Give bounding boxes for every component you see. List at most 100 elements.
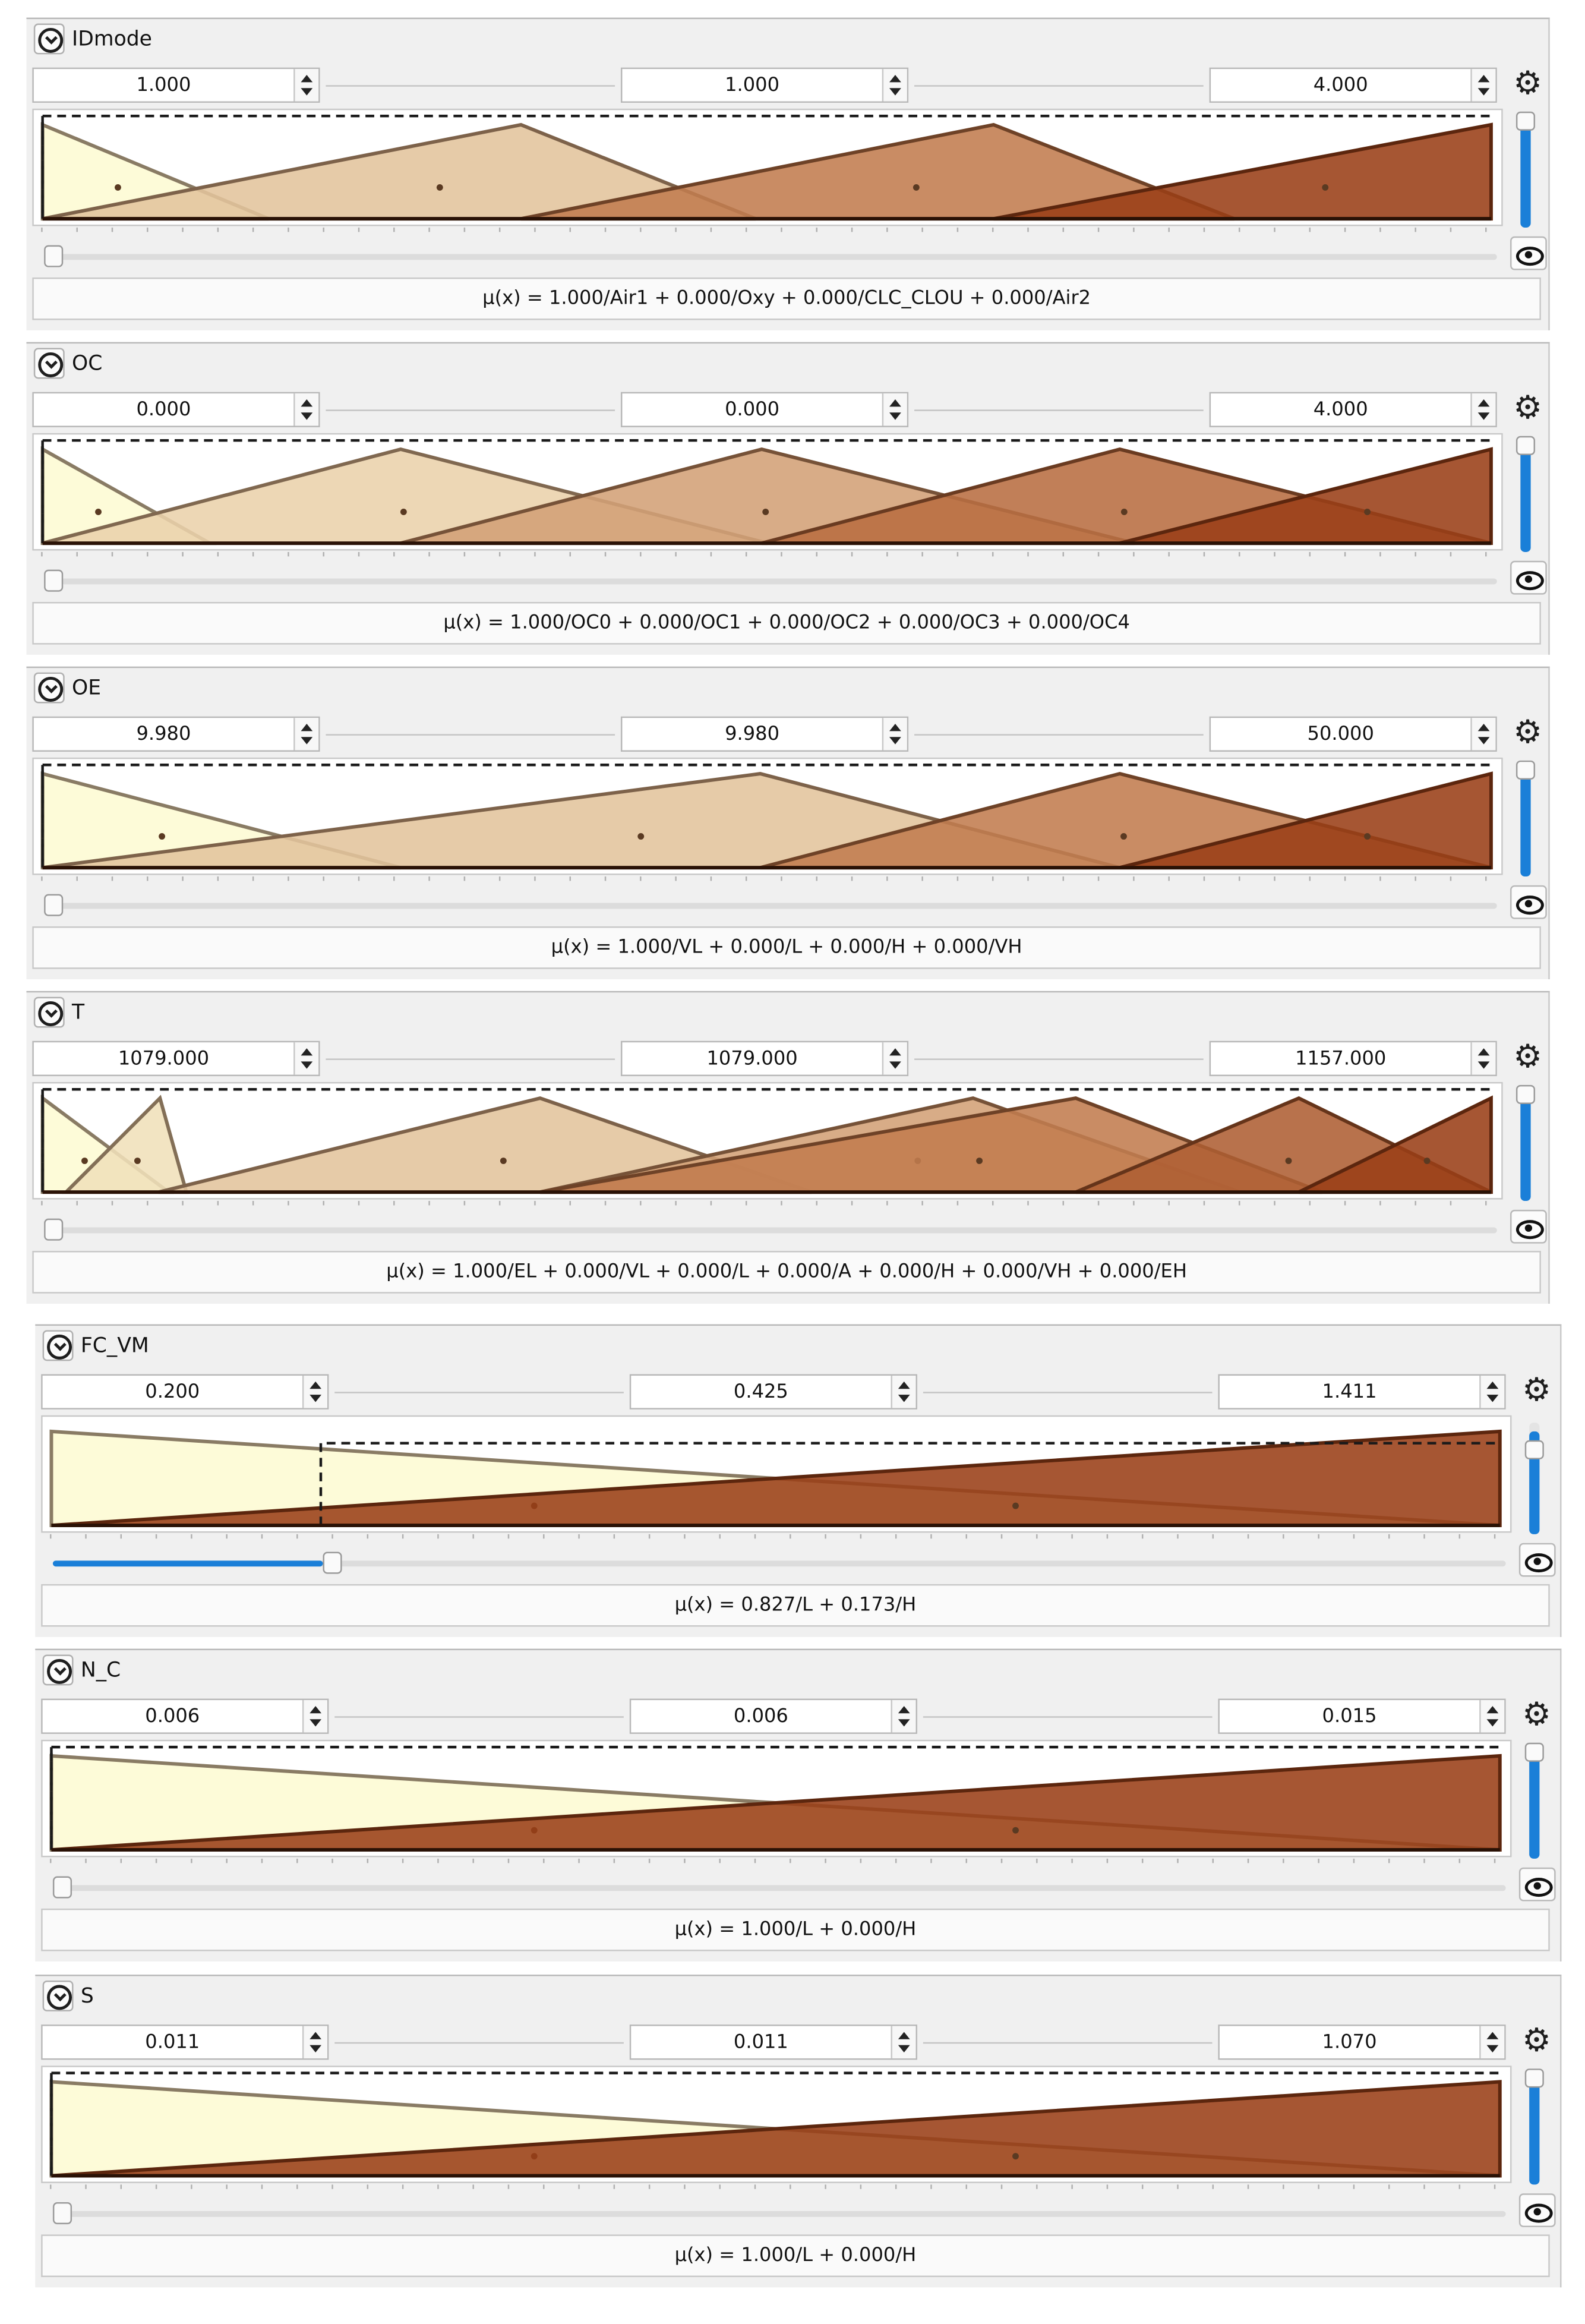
- alpha-cut-handle[interactable]: [1524, 2068, 1544, 2088]
- value-slider-handle[interactable]: [323, 1552, 342, 1574]
- gear-icon[interactable]: ⚙: [1522, 1373, 1551, 1409]
- spin-arrows-icon[interactable]: [891, 1376, 916, 1408]
- gear-icon[interactable]: ⚙: [1513, 66, 1543, 103]
- alpha-cut-slider[interactable]: [1515, 436, 1536, 552]
- spin-arrows-icon[interactable]: [293, 1042, 319, 1075]
- min-value-spinbox[interactable]: 0.006: [41, 1698, 329, 1734]
- spin-arrows-icon[interactable]: [882, 393, 907, 426]
- spin-arrows-icon[interactable]: [1479, 2026, 1505, 2058]
- visibility-toggle-button[interactable]: [1510, 236, 1547, 270]
- collapse-button[interactable]: [33, 997, 65, 1028]
- spin-arrows-icon[interactable]: [1470, 393, 1496, 426]
- spin-arrows-icon[interactable]: [293, 69, 319, 102]
- alpha-cut-slider[interactable]: [1515, 111, 1536, 228]
- value-slider-handle[interactable]: [44, 894, 64, 916]
- current-value-spinbox[interactable]: 1079.000: [620, 1040, 909, 1077]
- tick-mark: [437, 1534, 439, 1539]
- tick-mark: [543, 1534, 545, 1539]
- min-value-spinbox[interactable]: 1.000: [32, 67, 320, 103]
- min-value-spinbox[interactable]: 0.011: [41, 2025, 329, 2060]
- spin-arrows-icon[interactable]: [293, 393, 319, 426]
- max-value-spinbox[interactable]: 1.411: [1218, 1374, 1506, 1409]
- gear-icon[interactable]: ⚙: [1522, 2023, 1551, 2060]
- spin-arrows-icon[interactable]: [1470, 69, 1496, 102]
- collapse-button[interactable]: [42, 1980, 74, 2011]
- spin-arrows-icon[interactable]: [882, 1042, 907, 1075]
- spin-arrows-icon[interactable]: [302, 2026, 327, 2058]
- alpha-cut-slider[interactable]: [1524, 1423, 1544, 1534]
- gear-icon[interactable]: ⚙: [1513, 1039, 1543, 1077]
- alpha-cut-slider[interactable]: [1515, 760, 1536, 877]
- alpha-cut-handle[interactable]: [1524, 1440, 1544, 1459]
- spin-arrows-icon[interactable]: [882, 718, 907, 751]
- collapse-button[interactable]: [42, 1654, 74, 1686]
- collapse-button[interactable]: [33, 672, 65, 704]
- gear-icon[interactable]: ⚙: [1513, 715, 1543, 752]
- spin-arrows-icon[interactable]: [302, 1376, 327, 1408]
- collapse-button[interactable]: [33, 23, 65, 55]
- alpha-cut-handle[interactable]: [1515, 111, 1536, 131]
- spin-arrows-icon[interactable]: [1470, 718, 1496, 751]
- current-value-spinbox[interactable]: 0.425: [629, 1374, 917, 1409]
- max-value-spinbox[interactable]: 1157.000: [1209, 1040, 1497, 1077]
- value-slider-handle[interactable]: [44, 1218, 64, 1241]
- visibility-toggle-button[interactable]: [1518, 2193, 1556, 2228]
- current-value-spinbox[interactable]: 1.000: [620, 67, 909, 103]
- alpha-cut-handle[interactable]: [1515, 760, 1536, 780]
- collapse-button[interactable]: [33, 348, 65, 379]
- alpha-cut-fill: [1529, 2082, 1540, 2185]
- visibility-toggle-button[interactable]: [1510, 1209, 1547, 1244]
- value-slider[interactable]: [44, 245, 1497, 267]
- tick-mark: [860, 2184, 862, 2189]
- value-slider-handle[interactable]: [44, 569, 64, 592]
- gear-icon[interactable]: ⚙: [1522, 1697, 1551, 1734]
- current-value: 0.425: [733, 1381, 788, 1404]
- current-value-spinbox[interactable]: 0.006: [629, 1698, 917, 1734]
- alpha-cut-handle[interactable]: [1515, 436, 1536, 455]
- max-value-spinbox[interactable]: 0.015: [1218, 1698, 1506, 1734]
- current-value-spinbox[interactable]: 0.011: [629, 2025, 917, 2060]
- tick-mark: [1283, 1858, 1284, 1863]
- max-value-spinbox[interactable]: 1.070: [1218, 2025, 1506, 2060]
- spin-arrows-icon[interactable]: [1479, 1700, 1505, 1733]
- variable-name: IDmode: [72, 27, 152, 52]
- spin-arrows-icon[interactable]: [302, 1700, 327, 1733]
- alpha-cut-handle[interactable]: [1515, 1084, 1536, 1104]
- spin-arrows-icon[interactable]: [293, 718, 319, 751]
- value-slider[interactable]: [52, 1876, 1506, 1899]
- visibility-toggle-button[interactable]: [1518, 1543, 1556, 1577]
- visibility-toggle-button[interactable]: [1510, 560, 1547, 595]
- visibility-toggle-button[interactable]: [1518, 1867, 1556, 1902]
- spin-arrows-icon[interactable]: [1479, 1376, 1505, 1408]
- value-slider[interactable]: [44, 894, 1497, 916]
- alpha-cut-slider[interactable]: [1515, 1084, 1536, 1202]
- alpha-cut-slider[interactable]: [1524, 1742, 1544, 1859]
- tick-mark: [956, 876, 959, 881]
- value-slider-handle[interactable]: [52, 2202, 72, 2225]
- visibility-toggle-button[interactable]: [1510, 885, 1547, 919]
- min-value-spinbox[interactable]: 0.000: [32, 392, 320, 427]
- spin-arrows-icon[interactable]: [891, 2026, 916, 2058]
- max-value-spinbox[interactable]: 4.000: [1209, 67, 1497, 103]
- min-value-spinbox[interactable]: 9.980: [32, 716, 320, 752]
- variable-panel-t: T 1079.000 1079.000 1157.000 ⚙: [26, 991, 1550, 1304]
- spin-arrows-icon[interactable]: [882, 69, 907, 102]
- current-value-spinbox[interactable]: 9.980: [620, 716, 909, 752]
- value-slider[interactable]: [52, 1552, 1506, 1574]
- alpha-cut-handle[interactable]: [1524, 1742, 1544, 1762]
- max-value-spinbox[interactable]: 50.000: [1209, 716, 1497, 752]
- spin-arrows-icon[interactable]: [1470, 1042, 1496, 1075]
- spin-arrows-icon[interactable]: [891, 1700, 916, 1733]
- alpha-cut-slider[interactable]: [1524, 2068, 1544, 2185]
- value-slider[interactable]: [52, 2202, 1506, 2225]
- min-value-spinbox[interactable]: 0.200: [41, 1374, 329, 1409]
- current-value-spinbox[interactable]: 0.000: [620, 392, 909, 427]
- value-slider-handle[interactable]: [52, 1876, 72, 1899]
- value-slider-handle[interactable]: [44, 245, 64, 267]
- collapse-button[interactable]: [42, 1330, 74, 1361]
- gear-icon[interactable]: ⚙: [1513, 390, 1543, 427]
- value-slider[interactable]: [44, 569, 1497, 592]
- min-value-spinbox[interactable]: 1079.000: [32, 1040, 320, 1077]
- max-value-spinbox[interactable]: 4.000: [1209, 392, 1497, 427]
- value-slider[interactable]: [44, 1218, 1497, 1241]
